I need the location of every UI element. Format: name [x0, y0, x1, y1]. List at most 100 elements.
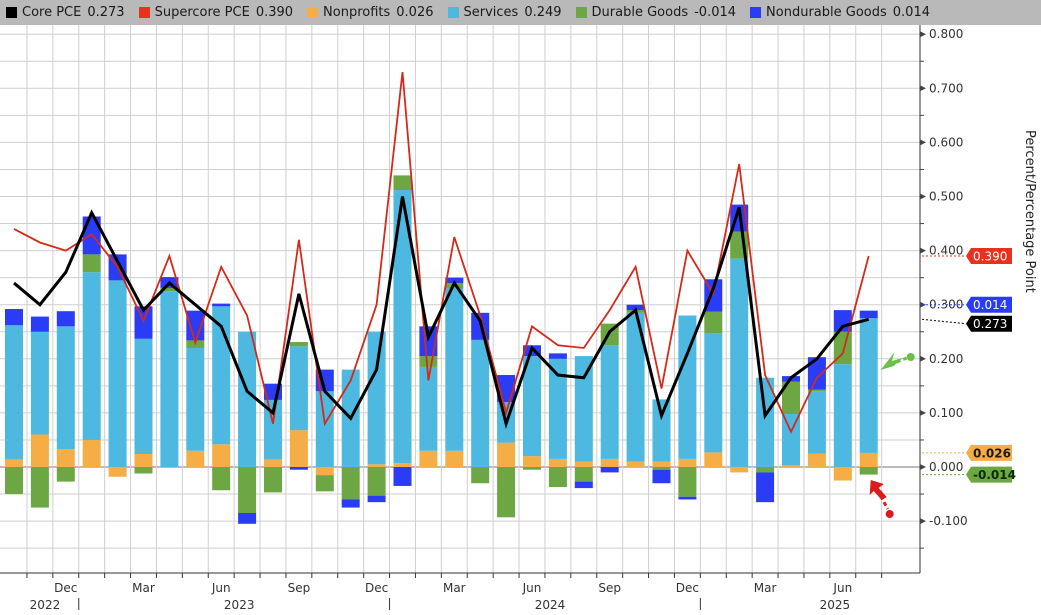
- y-tick-mark: [920, 247, 926, 254]
- legend-item-nonprofits: Nonprofits 0.026: [307, 5, 434, 20]
- x-tick-label: Sep: [598, 581, 621, 595]
- bar-nonprofits: [30, 434, 49, 467]
- bar-nonprofits: [626, 461, 645, 467]
- bar-durable-goods: [315, 475, 334, 492]
- x-tick-label: Dec: [676, 581, 699, 595]
- y-tick-mark: [920, 139, 926, 146]
- bar-services: [652, 399, 671, 462]
- bar-nonprofits: [419, 450, 438, 467]
- y-tick-label: 0.600: [929, 135, 963, 149]
- bar-services: [445, 288, 464, 451]
- bar-durable-goods: [782, 381, 800, 414]
- bar-nondurable-goods: [574, 481, 593, 489]
- y-tick-label: 0.400: [929, 244, 963, 258]
- bar-nonprofits: [652, 461, 671, 467]
- bar-nonprofits: [264, 459, 282, 467]
- legend-item-durable-goods: Durable Goods -0.014: [575, 5, 736, 20]
- bar-nondurable-goods: [5, 309, 23, 326]
- x-year-label: 2023: [224, 598, 255, 612]
- red-arrow-shaft: [879, 495, 890, 510]
- bar-durable-goods: [756, 467, 775, 473]
- bar-nondurable-goods: [393, 467, 412, 486]
- bar-services: [238, 331, 257, 467]
- x-tick-label: Mar: [132, 581, 155, 595]
- bar-nonprofits: [212, 444, 231, 467]
- bar-services: [56, 326, 75, 450]
- green-arrow-shaft: [896, 356, 908, 364]
- bar-services: [756, 377, 775, 467]
- x-tick-label: Dec: [365, 581, 388, 595]
- x-tick-label: Mar: [443, 581, 466, 595]
- bar-nonprofits: [134, 454, 153, 467]
- bar-durable-goods: [56, 467, 75, 482]
- bar-nonprofits: [5, 459, 23, 467]
- legend-label: Core PCE: [22, 5, 82, 20]
- bar-services: [315, 391, 334, 467]
- legend-swatch: [750, 7, 762, 18]
- tag-label-nonprofits: 0.026: [973, 446, 1011, 460]
- bar-nonprofits: [289, 430, 308, 467]
- y-tick-label: 0.800: [929, 27, 963, 41]
- x-year-label: 2022: [30, 598, 61, 612]
- bar-nondurable-goods: [341, 499, 360, 508]
- legend-value: 0.390: [255, 5, 294, 20]
- legend-item-supercore-pce: Supercore PCE 0.390: [138, 5, 294, 20]
- bar-nonprofits: [393, 463, 412, 467]
- end-value-tags: 0.390 0.014 0.273 0.026 -0.014: [921, 248, 1016, 483]
- legend-swatch: [6, 7, 17, 18]
- bar-durable-goods: [238, 467, 257, 513]
- legend-label: Durable Goods: [591, 5, 689, 20]
- bar-durable-goods: [859, 467, 878, 475]
- x-year-label: 2025: [820, 598, 851, 612]
- bar-nondurable-goods: [548, 353, 567, 359]
- legend: Core PCE 0.273 Supercore PCE 0.390 Nonprofit…: [0, 0, 1041, 25]
- bar-services: [367, 331, 386, 465]
- bar-durable-goods: [134, 467, 153, 474]
- tag-label-core-pce: 0.273: [973, 317, 1007, 331]
- bar-services: [471, 339, 490, 467]
- bar-nondurable-goods: [445, 277, 464, 284]
- bar-nondurable-goods: [289, 467, 308, 470]
- annotations: [869, 352, 915, 518]
- bar-services: [160, 291, 179, 467]
- bar-nonprofits: [807, 453, 826, 467]
- tag-leader-core-pce: [921, 318, 967, 325]
- bar-nonprofits: [445, 450, 464, 467]
- legend-value: 0.273: [87, 5, 125, 20]
- bar-nondurable-goods: [186, 310, 205, 341]
- bar-services: [807, 391, 826, 454]
- grid: [0, 25, 920, 573]
- bar-nondurable-goods: [238, 512, 257, 524]
- tag-label-durable-goods: -0.014: [973, 468, 1016, 482]
- bar-services: [289, 346, 308, 431]
- red-arrow-tail: [885, 510, 894, 518]
- bar-nondurable-goods: [652, 469, 671, 484]
- tag-core-pce: [966, 315, 1012, 332]
- bar-services: [134, 338, 153, 455]
- bar-nonprofits: [186, 450, 205, 467]
- bar-nondurable-goods: [212, 303, 231, 307]
- y-tick-label: -0.100: [929, 514, 968, 528]
- bar-services: [5, 325, 23, 460]
- bar-nondurable-goods: [30, 316, 49, 332]
- y-axis-title: Percent/Percentage Point: [1022, 130, 1037, 293]
- bar-nondurable-goods: [678, 496, 697, 500]
- bar-nonprofits: [730, 467, 749, 473]
- bar-durable-goods: [574, 467, 593, 482]
- bar-services: [523, 356, 541, 457]
- x-year-label: 2024: [535, 598, 566, 612]
- bar-durable-goods: [471, 467, 490, 484]
- bar-nonprofits: [315, 467, 334, 476]
- legend-value: 0.026: [396, 5, 434, 20]
- y-tick-mark: [920, 31, 926, 38]
- bar-durable-goods: [212, 467, 231, 491]
- bar-nondurable-goods: [367, 495, 386, 503]
- y-tick-label: 0.000: [929, 460, 963, 474]
- bar-nondurable-goods: [600, 467, 619, 473]
- bar-nondurable-goods: [626, 304, 645, 311]
- y-tick-mark: [920, 355, 926, 362]
- legend-swatch: [447, 7, 459, 18]
- bar-nonprofits: [367, 464, 386, 467]
- x-tick-label: Jun: [211, 581, 231, 595]
